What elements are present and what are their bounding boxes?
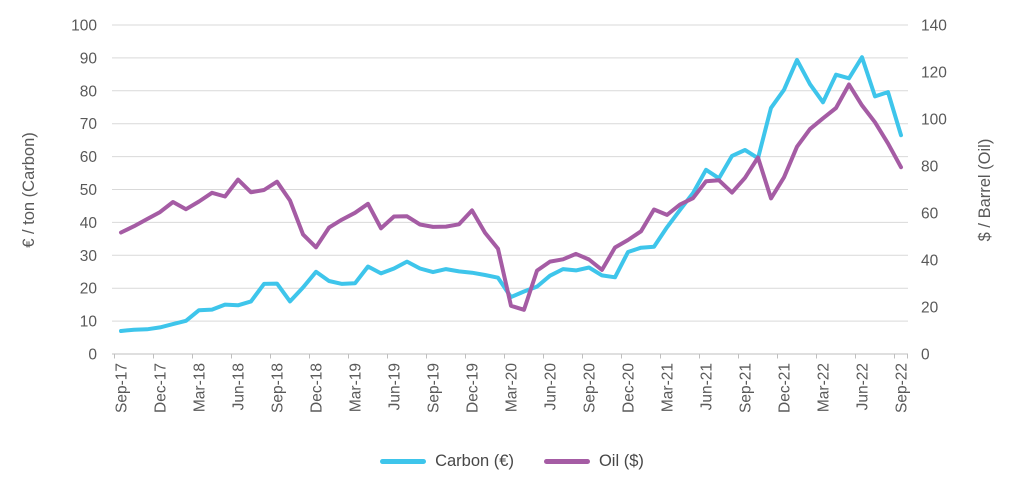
left-axis-tick-label: 40 (80, 215, 98, 232)
right-axis-tick-label: 140 (921, 18, 947, 35)
x-axis-tick-label: Jun-18 (231, 363, 248, 410)
x-axis-tick-label: Sep-20 (582, 363, 599, 413)
right-axis-tick-labels: 0 20 40 60 80 100 120 140 (921, 18, 947, 364)
x-axis-tick-label: Sep-17 (114, 363, 131, 413)
x-axis-tick-label: Dec-19 (465, 363, 482, 413)
right-axis-tick-label: 0 (921, 347, 930, 364)
right-axis-tick-label: 20 (921, 300, 939, 317)
x-axis-tick-labels: Sep-17 Dec-17 Mar-18 Jun-18 Sep-18 Dec-18 Mar-… (114, 363, 911, 413)
left-axis-tick-label: 100 (71, 18, 97, 35)
x-axis-tick-label: Sep-18 (270, 363, 287, 413)
left-axis-tick-label: 80 (80, 83, 98, 100)
x-axis (112, 353, 908, 359)
x-axis-tick-label: Dec-17 (153, 363, 170, 413)
oil-series-line (119, 82, 903, 312)
series-lines (119, 55, 903, 333)
x-axis-tick-label: Mar-20 (504, 363, 521, 412)
right-axis-tick-label: 100 (921, 112, 947, 129)
left-axis-tick-label: 30 (80, 248, 98, 265)
x-axis-tick-label: Jun-20 (543, 363, 560, 411)
x-axis-tick-label: Dec-21 (777, 363, 794, 413)
x-axis-tick-label: Mar-19 (348, 363, 365, 412)
x-axis-tick-label: Sep-21 (738, 363, 755, 413)
carbon-legend-swatch (380, 459, 427, 464)
x-axis-tick-label: Jun-22 (855, 363, 872, 410)
x-axis-tick-label: Mar-18 (192, 363, 209, 412)
left-axis-tick-label: 0 (88, 347, 97, 364)
x-axis-tick-label: Dec-20 (621, 363, 638, 413)
left-axis-tick-label: 70 (80, 116, 98, 133)
right-axis-title: $ / Barrel (Oil) (976, 139, 994, 242)
left-axis-title: € / ton (Carbon) (20, 132, 38, 248)
x-axis-tick-label: Mar-22 (816, 363, 833, 412)
x-axis-tick-label: Dec-18 (309, 363, 326, 413)
left-axis-tick-labels: 0 10 20 30 40 50 60 70 80 90 100 (71, 18, 97, 364)
oil-legend-swatch (543, 459, 590, 464)
right-axis-tick-label: 60 (921, 206, 939, 223)
x-axis-tick-label: Mar-21 (660, 363, 677, 412)
left-axis-tick-label: 50 (80, 182, 98, 199)
x-axis-tick-label: Sep-22 (894, 363, 911, 413)
left-axis-tick-label: 10 (80, 314, 98, 331)
legend: Carbon (€) Oil ($) (0, 452, 1024, 471)
left-axis-tick-label: 20 (80, 281, 98, 298)
right-axis-tick-label: 80 (921, 159, 939, 176)
gridlines (112, 24, 908, 322)
right-axis-tick-label: 120 (921, 65, 947, 82)
left-axis-tick-label: 90 (80, 50, 98, 67)
x-axis-tick-label: Jun-19 (387, 363, 404, 410)
carbon-series-line (119, 55, 903, 333)
legend-label: Oil ($) (598, 452, 644, 470)
x-axis-tick-label: Jun-21 (699, 363, 716, 410)
legend-item-oil: Oil ($) (543, 452, 644, 471)
right-axis-tick-label: 40 (921, 253, 939, 270)
legend-item-carbon: Carbon (€) (380, 452, 514, 471)
legend-label: Carbon (€) (435, 452, 514, 470)
x-axis-tick-label: Sep-19 (426, 363, 443, 413)
left-axis-tick-label: 60 (80, 149, 98, 166)
